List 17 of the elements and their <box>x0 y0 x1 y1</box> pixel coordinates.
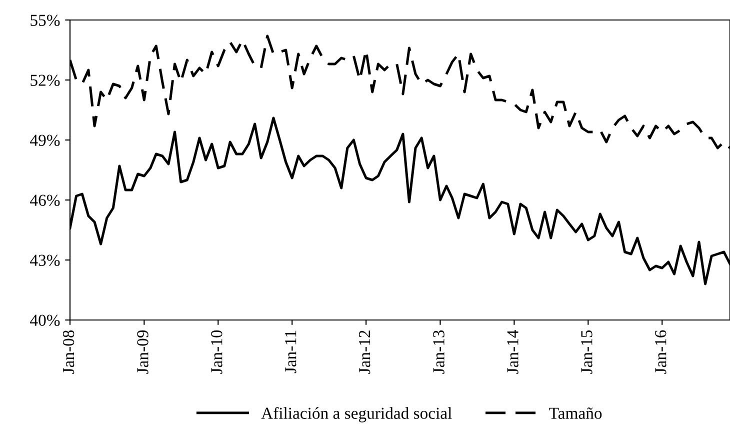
x-tick-label: Jan-08 <box>62 330 74 374</box>
y-tick-label: 55% <box>30 14 60 26</box>
legend-label: Tamaño <box>549 408 602 419</box>
x-tick-label: Jan-11 <box>285 330 296 374</box>
x-tick-label: Jan-12 <box>359 330 370 374</box>
x-tick-label: Jan-15 <box>581 330 592 374</box>
x-tick-label: Jan-10 <box>211 330 222 374</box>
y-tick-label: 40% <box>30 314 60 326</box>
y-tick-label: 49% <box>30 134 60 146</box>
x-tick-label: Jan-16 <box>655 330 666 374</box>
x-tick-label: Jan-13 <box>433 330 444 374</box>
legend-label: Afiliación a seguridad social <box>261 407 452 422</box>
x-tick-label: Jan-14 <box>507 330 518 374</box>
y-tick-label: 46% <box>30 194 60 206</box>
x-tick-label: Jan-09 <box>137 330 148 374</box>
y-tick-label: 43% <box>30 254 60 266</box>
y-tick-label: 52% <box>30 74 60 86</box>
